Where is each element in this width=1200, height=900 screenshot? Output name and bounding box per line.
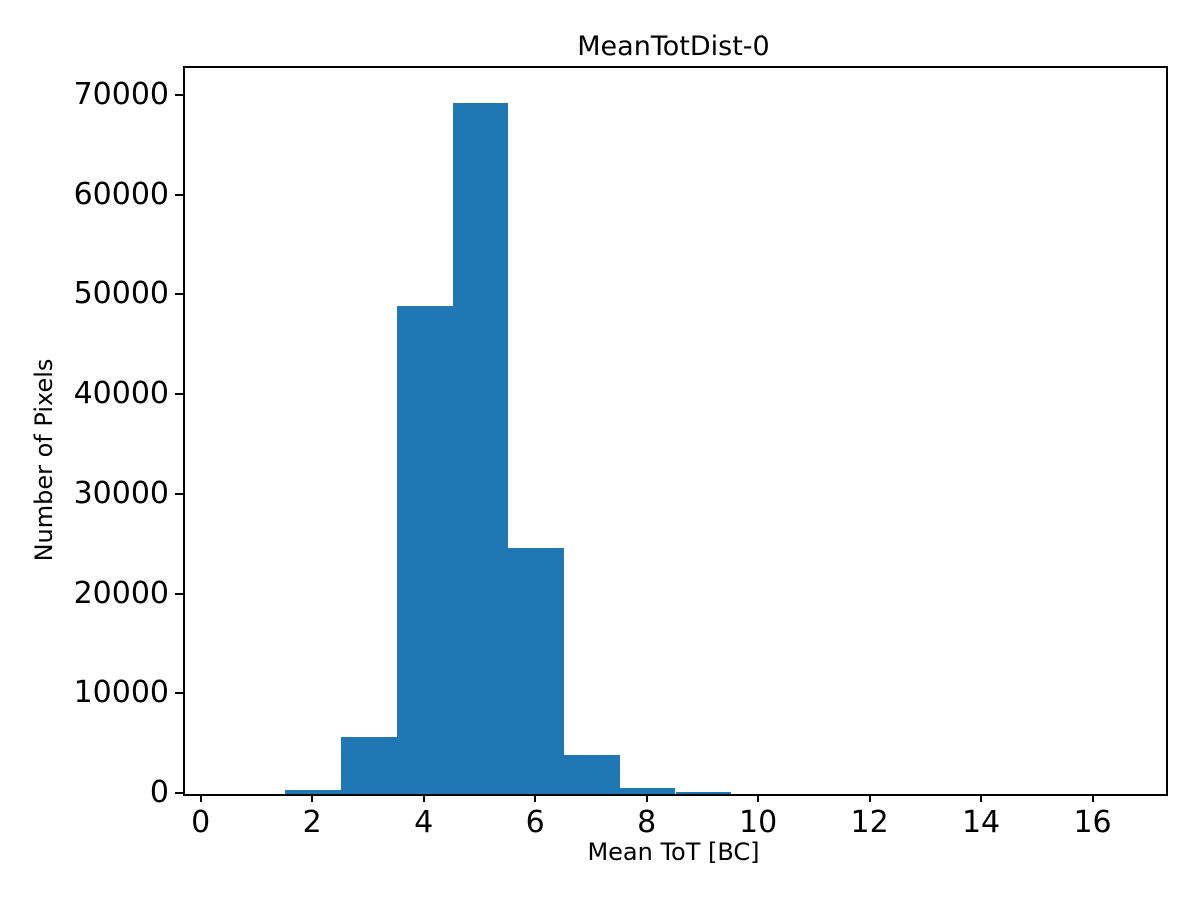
x-tick-mark — [422, 794, 425, 802]
y-tick-label: 20000 — [73, 575, 169, 611]
x-tick-mark — [645, 794, 648, 802]
histogram-bar — [675, 791, 732, 794]
x-tick-label: 12 — [850, 805, 889, 840]
y-tick-mark — [175, 592, 183, 595]
y-axis-label: Number of Pixels — [30, 358, 58, 562]
x-tick-label: 10 — [739, 805, 778, 840]
y-tick-mark — [175, 692, 183, 695]
y-tick-label: 50000 — [73, 276, 169, 312]
x-tick-mark — [311, 794, 314, 802]
y-tick-label: 0 — [149, 775, 169, 810]
y-tick-label: 60000 — [73, 176, 169, 212]
histogram-bar — [341, 737, 397, 794]
y-tick-label: 10000 — [73, 675, 169, 711]
y-tick-mark — [175, 792, 183, 794]
x-tick-label: 14 — [961, 805, 1001, 840]
y-tick-label: 30000 — [73, 475, 169, 511]
chart-title: MeanTotDist-0 — [577, 31, 770, 62]
x-tick-mark — [980, 794, 983, 802]
x-tick-label: 16 — [1073, 805, 1112, 840]
y-tick-mark — [175, 393, 183, 396]
histogram-bar — [285, 790, 342, 794]
histogram-bar — [396, 306, 453, 794]
x-tick-mark — [1091, 794, 1094, 802]
x-tick-mark — [534, 794, 537, 802]
x-tick-label: 4 — [414, 805, 434, 840]
histogram-bar — [452, 102, 509, 794]
x-tick-mark — [757, 794, 760, 802]
x-tick-label: 8 — [637, 805, 657, 840]
x-tick-label: 6 — [525, 805, 545, 840]
y-tick-label: 40000 — [73, 376, 169, 412]
x-tick-mark — [199, 794, 202, 802]
histogram-bar — [508, 547, 564, 794]
y-tick-label: 70000 — [73, 76, 169, 112]
x-tick-label: 2 — [302, 805, 322, 840]
y-tick-mark — [175, 492, 183, 495]
y-tick-mark — [175, 293, 183, 296]
y-tick-mark — [175, 193, 183, 196]
x-axis-label: Mean ToT [BC] — [587, 838, 760, 866]
histogram-bar — [619, 788, 676, 794]
x-tick-label: 0 — [191, 805, 211, 840]
histogram-bar — [564, 755, 620, 794]
plot-area — [183, 66, 1168, 796]
x-tick-mark — [868, 794, 871, 802]
y-tick-mark — [175, 93, 183, 96]
